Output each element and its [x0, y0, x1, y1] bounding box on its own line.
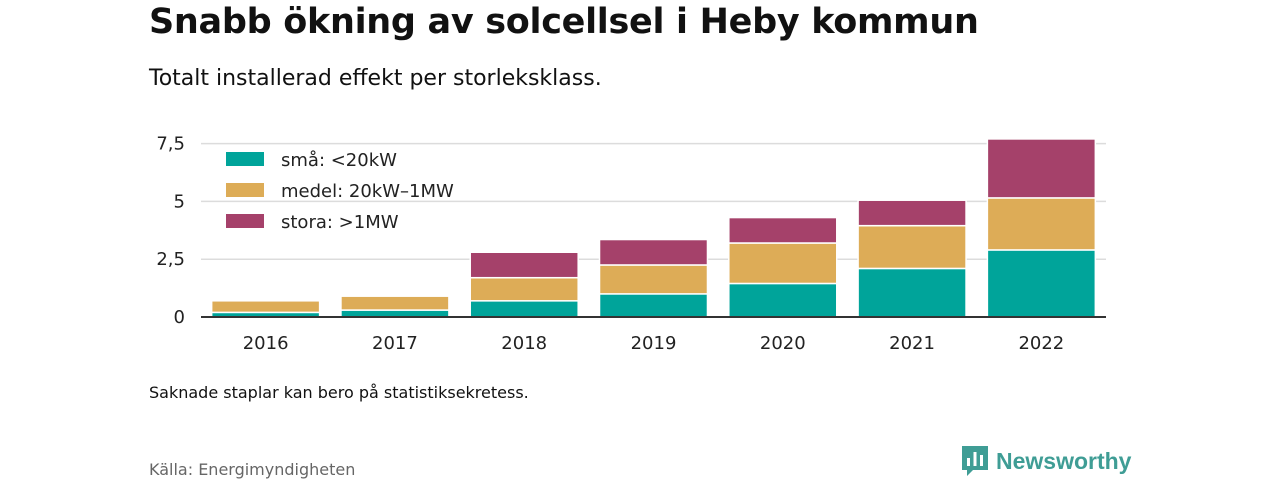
bar-segment	[469, 276, 579, 302]
chart-title: Snabb ökning av solcellsel i Heby kommun	[149, 2, 979, 42]
bar-segment	[857, 224, 967, 270]
y-tick-label: 2,5	[156, 249, 185, 270]
x-axis-ticks: 2016 2017 2018 2019 2020 2021 2022	[243, 333, 1065, 354]
bar-segment	[986, 197, 1097, 251]
legend-label: medel: 20kW–1MW	[281, 181, 454, 202]
bar-segment	[986, 249, 1097, 318]
y-axis-ticks: 0 2,5 5 7,5	[156, 134, 185, 328]
bar-segment	[469, 251, 579, 279]
x-tick-label: 2016	[243, 333, 289, 354]
legend-swatch	[226, 152, 264, 166]
legend-label: stora: >1MW	[281, 212, 399, 233]
bar-segment	[598, 264, 709, 295]
y-tick-label: 5	[174, 191, 185, 212]
bar-segment	[598, 293, 709, 318]
bar-chart-speech-bubble-icon	[962, 446, 988, 476]
bar-segment	[340, 309, 450, 318]
bar-segment	[210, 300, 321, 314]
legend-label: små: <20kW	[281, 150, 397, 171]
legend-swatch	[226, 214, 264, 228]
bar-segment	[857, 199, 967, 227]
x-tick-label: 2017	[372, 333, 418, 354]
bar-segment	[728, 242, 838, 285]
y-tick-label: 7,5	[156, 134, 185, 155]
bar-segment	[857, 267, 967, 318]
x-tick-label: 2019	[631, 333, 677, 354]
brand-logo: Newsworthy	[962, 446, 1131, 476]
bar-segment	[469, 300, 579, 318]
x-tick-label: 2018	[501, 333, 547, 354]
bar-segment	[728, 282, 838, 318]
footnote: Saknade staplar kan bero på statistiksek…	[149, 383, 529, 402]
x-tick-label: 2021	[889, 333, 935, 354]
x-tick-label: 2020	[760, 333, 806, 354]
bars	[210, 138, 1097, 318]
stacked-bar-chart: 0 2,5 5 7,5 2016 2017 2018 2019 2020 2021 2022 sm…	[156, 134, 1106, 354]
x-tick-label: 2022	[1018, 333, 1064, 354]
bar-segment	[340, 295, 450, 311]
bar-segment	[728, 216, 838, 244]
y-tick-label: 0	[174, 307, 185, 328]
source-credit: Källa: Energimyndigheten	[149, 460, 356, 479]
brand-name: Newsworthy	[996, 447, 1132, 474]
chart-subtitle: Totalt installerad effekt per storlekskl…	[149, 66, 602, 91]
legend-swatch	[226, 183, 264, 197]
bar-segment	[986, 138, 1097, 199]
bar-segment	[598, 238, 709, 266]
legend: små: <20kW medel: 20kW–1MW stora: >1MW	[226, 150, 454, 233]
